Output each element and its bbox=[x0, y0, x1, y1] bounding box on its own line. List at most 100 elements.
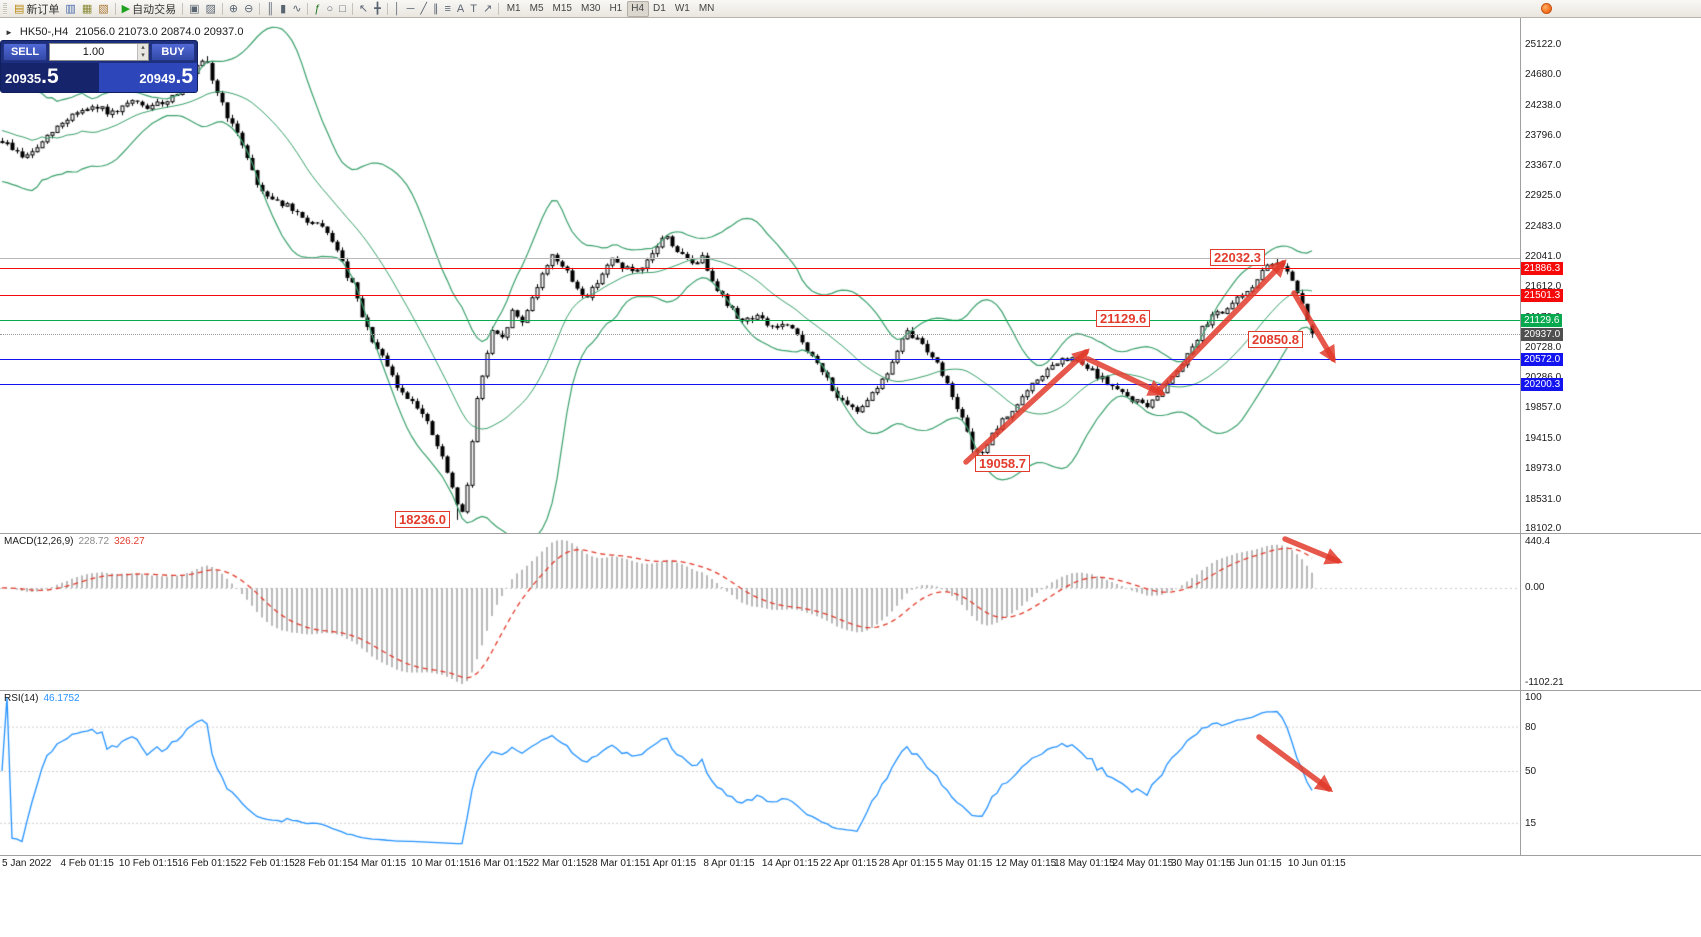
timeframe-w1-button[interactable]: W1 bbox=[674, 2, 690, 14]
zoom-in-button[interactable]: ⊕ bbox=[226, 1, 241, 17]
templates-button[interactable]: □ bbox=[336, 1, 349, 17]
data-window-button[interactable]: ▦ bbox=[79, 1, 95, 17]
arrow-object-icon: ↗ bbox=[483, 2, 493, 15]
price-level-label: 21501.3 bbox=[1521, 288, 1564, 302]
price-tick: 20728.0 bbox=[1525, 342, 1562, 353]
indicators-button[interactable]: ƒ bbox=[311, 1, 323, 17]
time-axis-label: 24 May 01:15 bbox=[1112, 858, 1174, 869]
buy-button[interactable]: BUY bbox=[151, 43, 195, 61]
timeframe-m5-button[interactable]: M5 bbox=[529, 2, 544, 14]
time-axis-label: 4 Mar 01:15 bbox=[352, 858, 407, 869]
market-watch-button[interactable]: ▥ bbox=[62, 1, 78, 17]
toolbar-separator bbox=[386, 2, 388, 15]
current-price-line[interactable] bbox=[0, 333, 1520, 335]
time-axis-label: 28 Feb 01:15 bbox=[294, 858, 354, 869]
channel-button[interactable]: ∥ bbox=[430, 1, 442, 17]
candlestick-chart-button[interactable]: ▮ bbox=[277, 1, 289, 17]
support-line-20200[interactable] bbox=[0, 384, 1520, 386]
zoom-out-button[interactable]: ⊖ bbox=[241, 1, 256, 17]
new-order-button[interactable]: ▤ 新订单 bbox=[11, 1, 62, 17]
timeframe-h4-button[interactable]: H4 bbox=[626, 0, 649, 17]
volume-field[interactable]: 1.00 ▴ ▾ bbox=[49, 43, 149, 61]
mql5-community-icon[interactable] bbox=[1541, 3, 1552, 14]
toolbar-grip[interactable] bbox=[3, 2, 7, 15]
price-level-label: 20937.0 bbox=[1521, 327, 1564, 341]
text-button[interactable]: A bbox=[454, 1, 467, 17]
timeframe-d1-button[interactable]: D1 bbox=[653, 2, 666, 14]
resistance-line-22032[interactable] bbox=[0, 258, 1520, 260]
timeframe-mn-button[interactable]: MN bbox=[698, 2, 715, 14]
bar-chart-icon: ║ bbox=[266, 2, 275, 15]
sell-price-button[interactable]: 20935.5 bbox=[1, 63, 99, 92]
label-button[interactable]: T bbox=[467, 1, 480, 17]
time-axis-label: 22 Feb 01:15 bbox=[235, 858, 295, 869]
cursor-button[interactable]: ↖ bbox=[356, 1, 371, 17]
macd-canvas[interactable] bbox=[0, 534, 1520, 690]
crosshair-button[interactable]: ╋ bbox=[371, 1, 384, 17]
macd-name: MACD(12,26,9) bbox=[4, 536, 74, 547]
auto-trading-button-label: 自动交易 bbox=[132, 3, 177, 16]
horizontal-line-button[interactable]: ─ bbox=[404, 1, 418, 17]
vertical-line-button[interactable]: │ bbox=[391, 1, 404, 17]
time-axis-label: 28 Mar 01:15 bbox=[586, 858, 646, 869]
horizontal-line-icon: ─ bbox=[406, 2, 415, 15]
support-line-20572[interactable] bbox=[0, 358, 1520, 360]
rsi-scale-label: 100 bbox=[1525, 692, 1542, 703]
rsi-canvas[interactable] bbox=[0, 691, 1520, 855]
trendline-button[interactable]: ╱ bbox=[417, 1, 430, 17]
time-axis-label: 10 Jun 01:15 bbox=[1287, 858, 1346, 869]
buy-price-button[interactable]: 20949.5 bbox=[99, 63, 197, 92]
pivot-line-21129[interactable] bbox=[0, 320, 1520, 322]
price-tick: 18531.0 bbox=[1525, 493, 1562, 505]
timeframe-m1-button[interactable]: M1 bbox=[506, 2, 521, 14]
fibonacci-button[interactable]: ≡ bbox=[442, 1, 454, 17]
label-icon: T bbox=[470, 2, 477, 15]
price-tick: 18973.0 bbox=[1525, 463, 1562, 475]
crosshair-icon: ╋ bbox=[374, 2, 381, 15]
time-axis-label: 4 Feb 01:15 bbox=[60, 858, 114, 869]
cursor-icon: ↖ bbox=[358, 2, 369, 15]
price-tick: 25122.0 bbox=[1525, 38, 1562, 50]
rsi-name: RSI(14) bbox=[4, 693, 39, 704]
price-tick: 23367.0 bbox=[1525, 160, 1562, 171]
macd-panel: MACD(12,26,9) 228.72 326.27 bbox=[0, 534, 1520, 690]
price-tick: 18102.0 bbox=[1525, 523, 1562, 535]
resistance-line-21886[interactable] bbox=[0, 268, 1520, 270]
price-level-label: 20572.0 bbox=[1521, 352, 1564, 366]
price-annotation: 21129.6 bbox=[1096, 310, 1151, 327]
new-chart-button[interactable]: ▣ bbox=[186, 1, 202, 17]
symbol-collapse-icon[interactable]: ► bbox=[5, 27, 13, 37]
period-button[interactable]: ○ bbox=[324, 1, 337, 17]
volume-down-button[interactable]: ▾ bbox=[138, 52, 148, 60]
macd-scale-label: -1102.21 bbox=[1525, 677, 1564, 688]
bar-chart-button[interactable]: ║ bbox=[263, 1, 277, 17]
arrows-button[interactable]: ↗ bbox=[480, 1, 495, 17]
price-annotation: 20850.8 bbox=[1248, 331, 1303, 348]
price-chart-canvas[interactable] bbox=[0, 18, 1520, 533]
volume-value[interactable]: 1.00 bbox=[82, 46, 105, 58]
data-window-icon: ▦ bbox=[81, 2, 93, 15]
panel-separator[interactable] bbox=[0, 690, 1701, 691]
timeframe-m30-button[interactable]: M30 bbox=[580, 2, 601, 14]
rsi-scale-label: 50 bbox=[1525, 766, 1537, 777]
time-axis-label: 8 Apr 01:15 bbox=[703, 858, 755, 869]
price-annotation: 19058.7 bbox=[975, 455, 1030, 472]
rsi-panel: RSI(14) 46.1752 bbox=[0, 691, 1520, 855]
timeframe-h1-button[interactable]: H1 bbox=[609, 2, 623, 14]
auto-trading-button[interactable]: ▶ 自动交易 bbox=[119, 1, 179, 17]
profiles-button[interactable]: ▨ bbox=[203, 1, 219, 17]
time-axis-label: 22 Apr 01:15 bbox=[820, 858, 878, 869]
line-chart-button[interactable]: ∿ bbox=[289, 1, 304, 17]
resistance-line-21501[interactable] bbox=[0, 294, 1520, 296]
panel-separator[interactable] bbox=[0, 533, 1701, 534]
market-watch-icon: ▥ bbox=[65, 2, 76, 15]
timeframe-m15-button[interactable]: M15 bbox=[552, 2, 572, 14]
trendline-icon: ╱ bbox=[420, 2, 427, 15]
macd-scale-label: 0.00 bbox=[1525, 581, 1545, 593]
line-chart-icon: ∿ bbox=[292, 2, 302, 15]
navigator-button[interactable]: ▧ bbox=[95, 1, 111, 17]
volume-up-button[interactable]: ▴ bbox=[138, 44, 148, 52]
rsi-scale-label: 15 bbox=[1525, 817, 1537, 829]
sell-button[interactable]: SELL bbox=[3, 43, 47, 61]
